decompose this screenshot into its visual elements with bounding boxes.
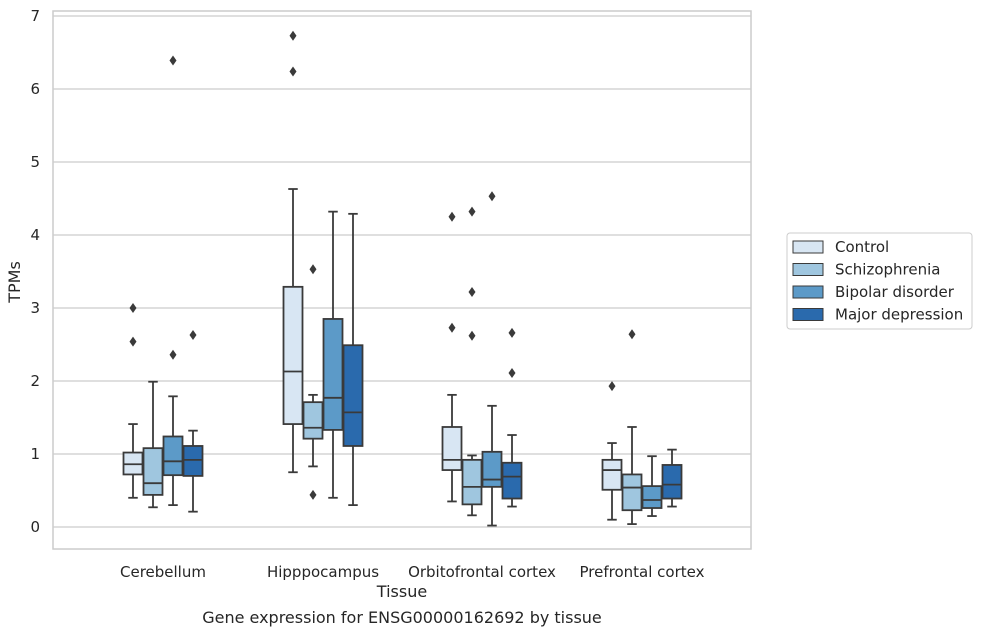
outlier-point (189, 330, 197, 341)
box-body (621, 473, 643, 512)
chart-caption: Gene expression for ENSG00000162692 by t… (202, 608, 602, 627)
box-body (461, 458, 483, 506)
box-body (501, 461, 523, 500)
box-control (441, 211, 463, 503)
y-tick-labels: 0 1 2 3 4 5 6 7 (30, 7, 40, 536)
y-axis-title: TPMs (5, 261, 24, 304)
outlier-point (129, 303, 137, 313)
box-bipolar-disorder (162, 55, 184, 507)
box-bipolar-disorder (481, 191, 503, 527)
box-body (481, 450, 503, 488)
legend-swatch (792, 285, 824, 299)
box-body (322, 318, 344, 431)
legend-frame (786, 232, 973, 330)
outlier-point (608, 381, 616, 392)
y-tick-label: 3 (30, 299, 40, 317)
outlier-point (309, 489, 317, 500)
box-control (122, 303, 144, 499)
outlier-point (488, 191, 496, 202)
outlier-point (448, 211, 456, 222)
box-major-depression (182, 330, 204, 513)
box-schizophrenia (621, 329, 643, 525)
outlier-point (628, 329, 636, 340)
x-tick-label: Cerebellum (120, 563, 206, 581)
x-tick-labels: Cerebellum Hipppocampus Orbitofrontal cort… (120, 563, 705, 581)
box-body (441, 426, 463, 471)
box-schizophrenia (142, 380, 164, 509)
legend-swatch (792, 263, 824, 276)
box-control (282, 30, 304, 474)
box-body (342, 344, 364, 447)
box-body (601, 458, 623, 491)
plot-frame (52, 10, 752, 550)
outlier-point (309, 264, 317, 275)
y-tick-label: 7 (30, 7, 40, 25)
outlier-point (508, 327, 516, 338)
outlier-point (508, 367, 516, 378)
legend: Control Schizophrenia Bipolar disorder Majo… (786, 232, 973, 330)
outlier-point (448, 322, 456, 333)
y-tick-label: 0 (30, 518, 40, 536)
box-major-depression (501, 327, 523, 508)
box-body (661, 464, 683, 500)
box-body (162, 435, 184, 477)
x-axis-title: Tissue (376, 582, 427, 601)
outlier-point (468, 330, 476, 341)
box-major-depression (342, 212, 364, 507)
box-control (601, 381, 623, 521)
box-schizophrenia (302, 264, 324, 500)
y-tick-label: 4 (30, 226, 40, 244)
y-tick-label: 2 (30, 372, 40, 390)
box-body (182, 445, 204, 477)
box-bipolar-disorder (322, 210, 344, 499)
box-body (641, 485, 663, 509)
outlier-point (289, 30, 297, 41)
box-body (282, 285, 304, 425)
outlier-point (468, 286, 476, 297)
legend-label: Control (835, 238, 889, 256)
outlier-point (129, 336, 137, 347)
x-tick-label: Hipppocampus (267, 563, 379, 581)
outlier-point (169, 349, 177, 360)
legend-label: Schizophrenia (835, 261, 940, 279)
box-major-depression (661, 448, 683, 508)
legend-label: Bipolar disorder (835, 283, 955, 301)
box-body (142, 447, 164, 496)
y-tick-label: 5 (30, 153, 40, 171)
x-tick-label: Orbitofrontal cortex (408, 563, 556, 581)
legend-swatch (792, 308, 824, 321)
outlier-point (468, 206, 476, 217)
outlier-point (169, 55, 177, 66)
box-layer (122, 30, 683, 527)
y-tick-label: 1 (30, 445, 40, 463)
box-schizophrenia (461, 206, 483, 517)
legend-label: Major depression (835, 306, 963, 324)
box-bipolar-disorder (641, 455, 663, 517)
box-body (302, 401, 324, 440)
legend-swatch (792, 240, 824, 254)
outlier-point (289, 66, 297, 77)
x-tick-label: Prefrontal cortex (580, 563, 705, 581)
y-tick-label: 6 (30, 80, 40, 98)
